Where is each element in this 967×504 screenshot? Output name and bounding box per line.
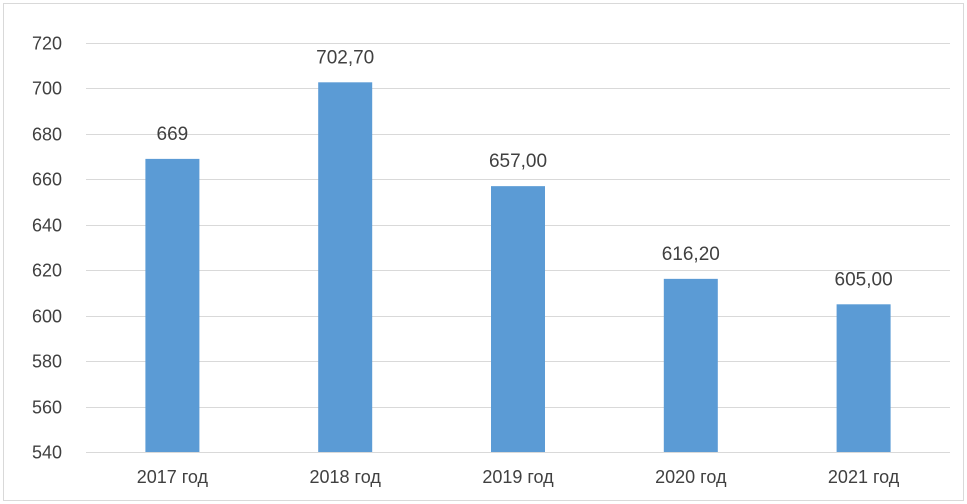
y-tick-label: 640 — [32, 216, 62, 236]
x-tick-label: 2021 год — [828, 467, 900, 487]
y-tick-label: 540 — [32, 443, 62, 463]
gridlines — [86, 43, 950, 453]
y-tick-label: 660 — [32, 170, 62, 190]
bar — [145, 158, 200, 452]
data-label: 616,20 — [662, 244, 720, 265]
x-tick-label: 2019 год — [482, 467, 554, 487]
bar — [836, 304, 891, 452]
bar — [491, 186, 545, 452]
x-axis-ticks: 2017 год 2018 год 2019 год 2020 год 2021 год — [137, 467, 900, 487]
y-tick-label: 620 — [32, 261, 62, 281]
x-tick-label: 2018 год — [310, 467, 382, 487]
y-tick-label: 600 — [32, 307, 62, 327]
data-label: 605,00 — [835, 269, 893, 290]
data-labels: 669 702,70 657,00 616,20 605,00 — [157, 47, 893, 290]
bar — [318, 82, 373, 452]
data-label: 702,70 — [316, 47, 374, 68]
bar — [663, 278, 718, 452]
y-tick-label: 720 — [32, 34, 62, 54]
data-label: 669 — [157, 124, 189, 145]
bars — [145, 82, 891, 452]
y-tick-label: 580 — [32, 352, 62, 372]
y-tick-label: 560 — [32, 398, 62, 418]
y-tick-label: 680 — [32, 125, 62, 145]
y-tick-label: 700 — [32, 79, 62, 99]
y-axis-ticks: 540 560 580 600 620 640 660 680 700 720 — [32, 34, 62, 463]
x-tick-label: 2020 год — [655, 467, 727, 487]
x-tick-label: 2017 год — [137, 467, 209, 487]
data-label: 657,00 — [489, 151, 547, 172]
